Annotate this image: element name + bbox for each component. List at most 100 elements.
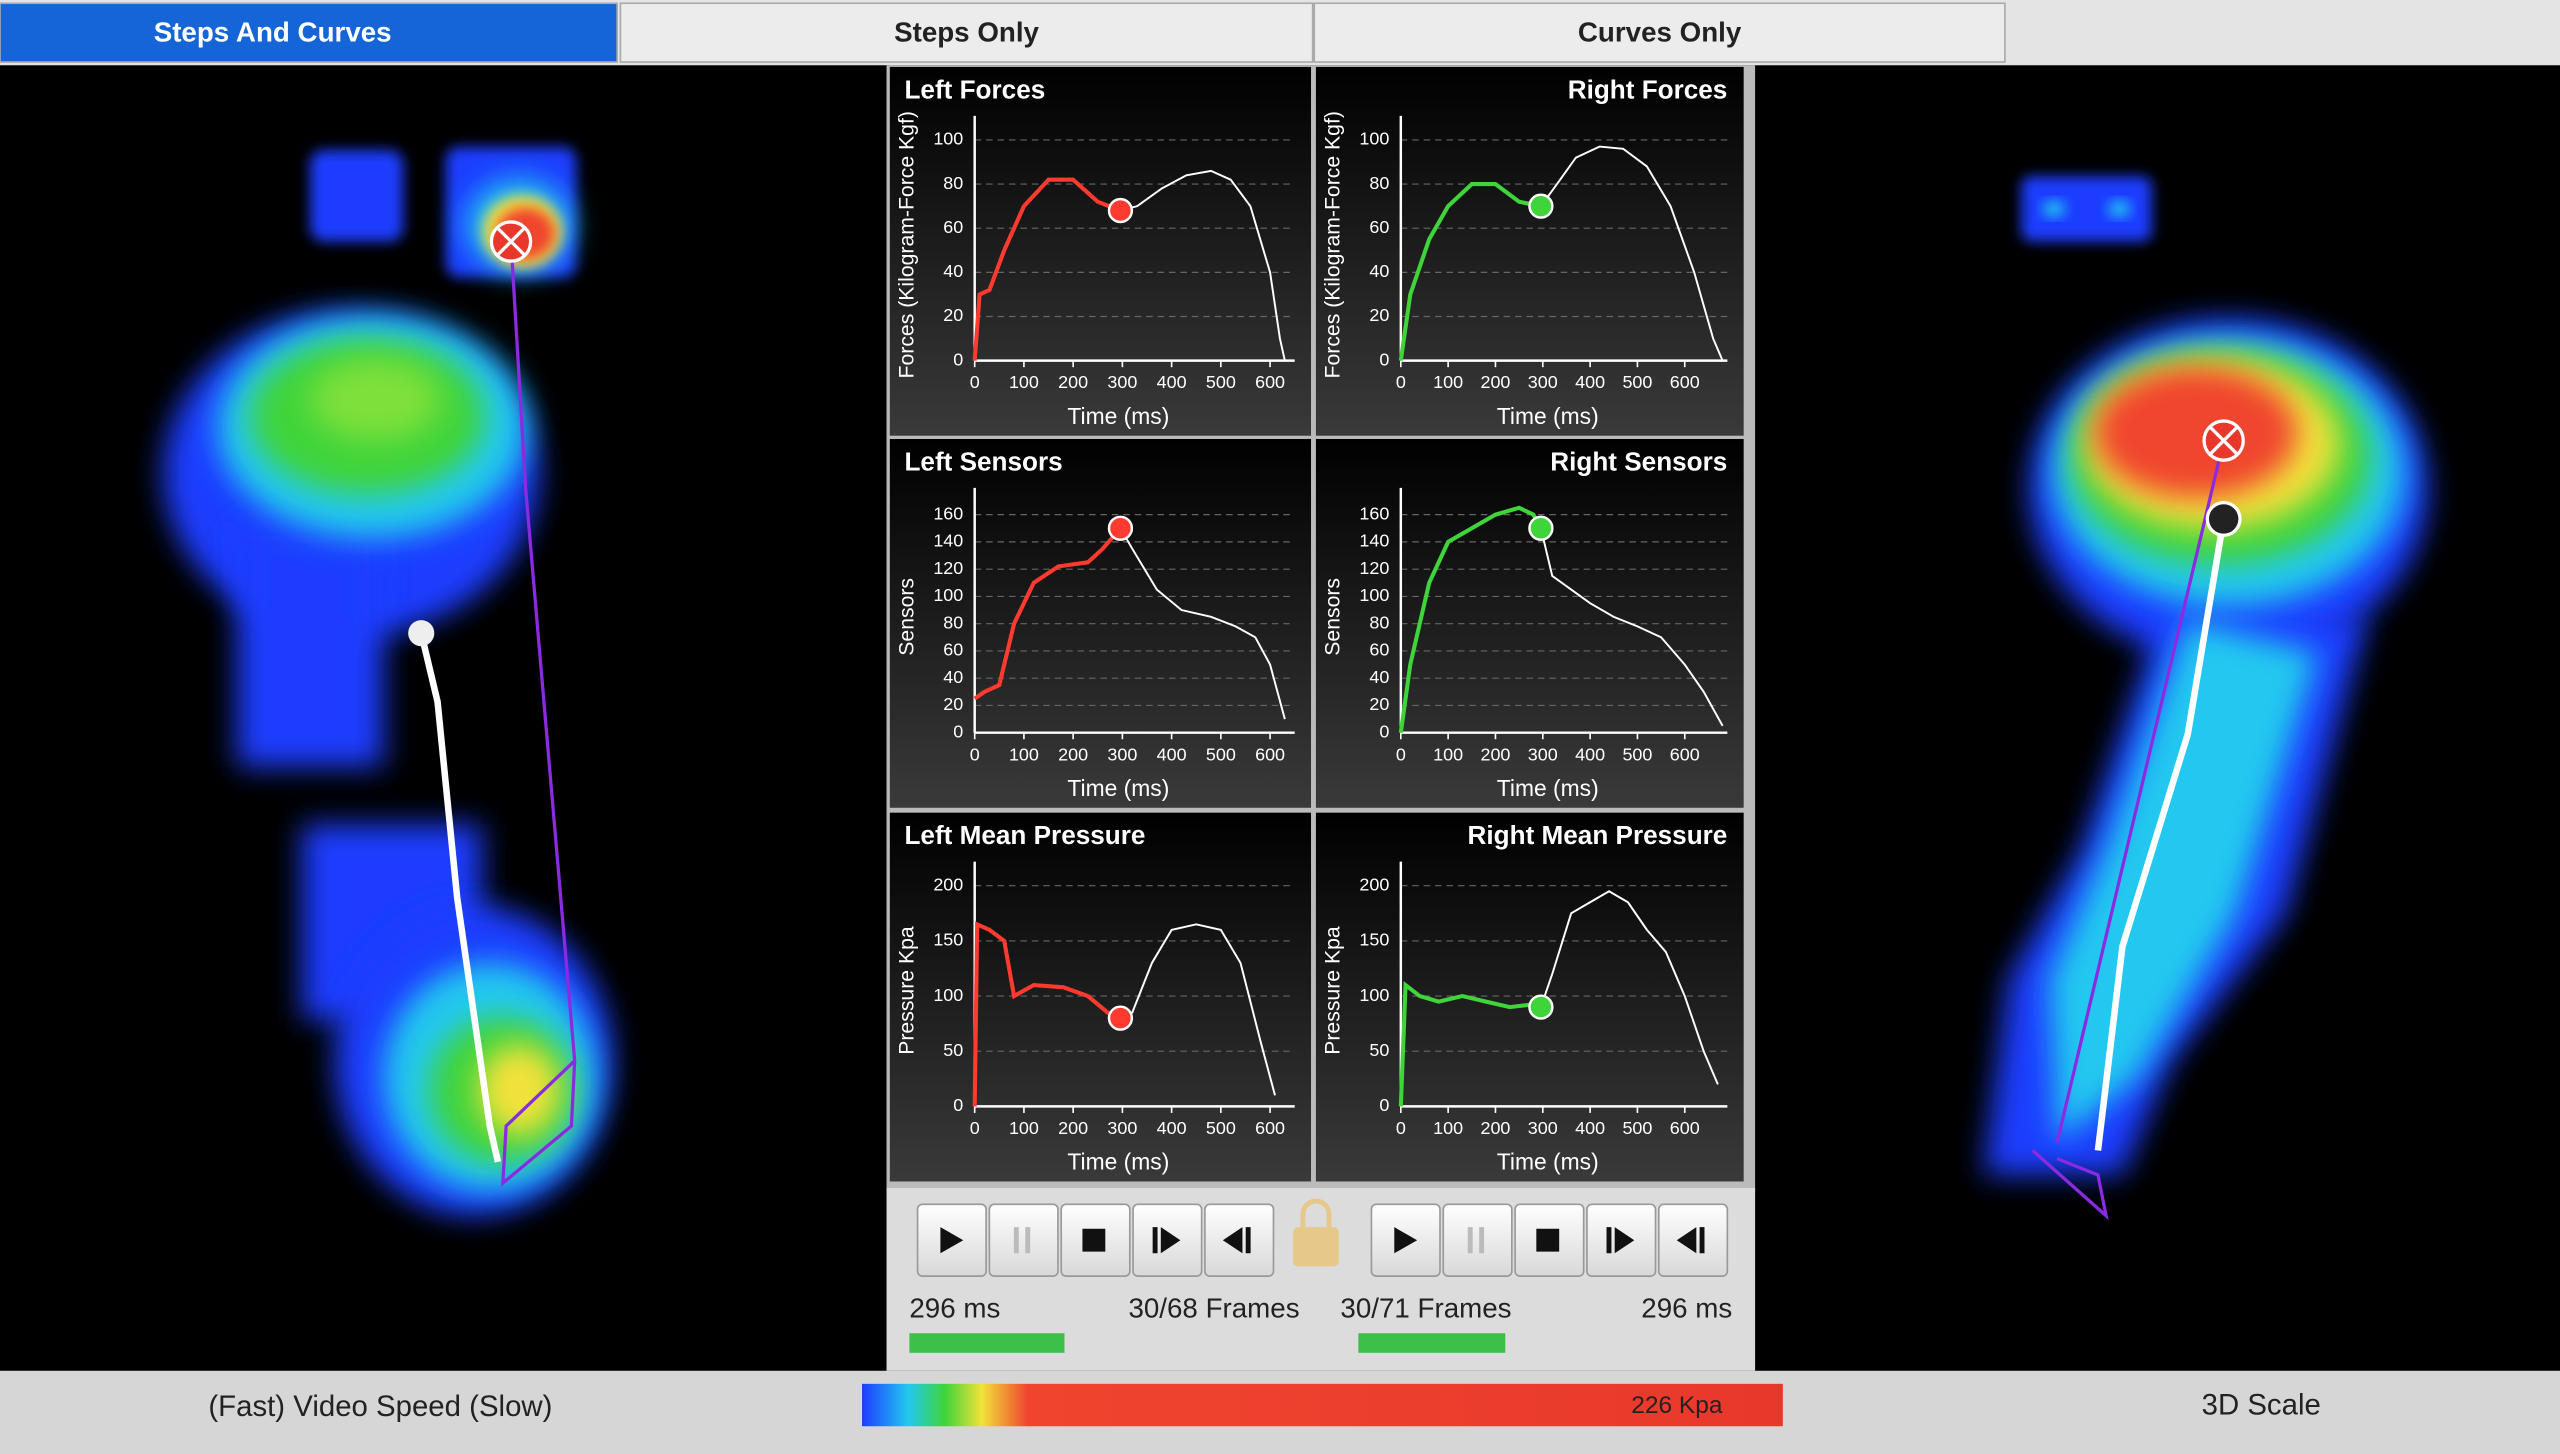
button-icon[interactable] <box>1536 1228 1560 1252</box>
button-icon[interactable] <box>1676 1227 1705 1254</box>
x-tick-label: 300 <box>1528 372 1558 392</box>
y-tick-label: 80 <box>943 612 963 632</box>
curve <box>1540 145 1724 362</box>
tab[interactable] <box>0 2 618 63</box>
y-tick-label: 120 <box>933 558 963 578</box>
y-tick-label: 150 <box>933 930 963 950</box>
y-tick-label: 20 <box>943 694 963 714</box>
tab[interactable] <box>1313 2 2006 63</box>
button-icon[interactable] <box>1467 1227 1485 1254</box>
y-tick-label: 60 <box>943 217 963 237</box>
x-tick-label: 600 <box>1670 744 1700 764</box>
video-speed[interactable]: (Fast) Video Speed (Slow) <box>208 1390 552 1423</box>
trajectory <box>501 1059 577 1187</box>
y-tick-label: 100 <box>1359 985 1389 1005</box>
y-axis-label: Forces (Kilogram-Force Kgf) <box>1321 111 1344 378</box>
x-tick-label: 400 <box>1157 744 1187 764</box>
x-tick-label: 600 <box>1255 1118 1285 1138</box>
current-marker <box>1107 197 1134 224</box>
frame-info: 30/68 Frames <box>1128 1293 1299 1324</box>
curve <box>1398 980 1542 1107</box>
x-tick-label: 200 <box>1480 372 1510 392</box>
y-tick-label: 40 <box>1369 667 1389 687</box>
y-tick-label: 20 <box>943 305 963 325</box>
y-tick-label: 200 <box>1359 874 1389 894</box>
x-tick-label: 300 <box>1107 744 1137 764</box>
curve <box>1539 890 1719 1085</box>
frame-info: 30/71 Frames <box>1340 1293 1511 1324</box>
button-icon[interactable] <box>1082 1228 1106 1252</box>
heatmap <box>236 522 384 767</box>
x-tick-label: 600 <box>1670 1118 1700 1138</box>
player-button[interactable] <box>988 1203 1059 1277</box>
y-tick-label: 0 <box>1379 349 1389 369</box>
heatmap <box>2107 200 2131 218</box>
button-icon[interactable] <box>1394 1227 1418 1254</box>
x-tick-label: 500 <box>1206 1118 1236 1138</box>
panel-title: Left Mean Pressure <box>904 820 1145 850</box>
lock-shackle[interactable] <box>1300 1198 1332 1228</box>
x-tick-label: 600 <box>1255 744 1285 764</box>
y-tick-label: 100 <box>1359 585 1389 605</box>
y-tick-label: 40 <box>1369 261 1389 281</box>
y-tick-label: 20 <box>1369 305 1389 325</box>
y-tick-label: 20 <box>1369 694 1389 714</box>
curve <box>1119 527 1286 720</box>
button-icon[interactable] <box>940 1227 964 1254</box>
player-button[interactable] <box>1442 1203 1513 1277</box>
y-axis-label: Sensors <box>895 578 918 656</box>
tab-label[interactable]: Curves Only <box>1578 17 1742 48</box>
y-tick-label: 100 <box>933 129 963 149</box>
tab[interactable] <box>619 2 1314 63</box>
x-tick-label: 0 <box>970 744 980 764</box>
button-icon[interactable] <box>1013 1227 1031 1254</box>
lock-icon[interactable] <box>1293 1227 1339 1267</box>
y-tick-label: 0 <box>1379 721 1389 741</box>
heatmap <box>2021 176 2152 242</box>
trajectory <box>2031 1149 2109 1221</box>
x-tick-label: 500 <box>1206 372 1236 392</box>
heatmap <box>310 150 404 242</box>
button-icon[interactable] <box>1606 1227 1635 1254</box>
heatmap <box>2094 367 2298 498</box>
y-tick-label: 160 <box>1359 503 1389 523</box>
y-axis-label: Sensors <box>1321 578 1344 656</box>
y-tick-label: 40 <box>943 261 963 281</box>
scale-3d[interactable]: 3D Scale <box>2202 1388 2321 1421</box>
heatmap <box>2042 200 2066 218</box>
y-tick-label: 80 <box>1369 173 1389 193</box>
panel-bg <box>1315 66 1744 436</box>
chart-panel: Right Forces Forces (Kilogram-Force Kgf) T… <box>1315 66 1744 436</box>
y-tick-label: 60 <box>1369 217 1389 237</box>
cop-current <box>2205 500 2242 537</box>
x-tick-label: 300 <box>1107 1118 1137 1138</box>
trajectory <box>418 632 502 1163</box>
panel-title: Right Sensors <box>1550 446 1727 476</box>
curve <box>1398 182 1542 361</box>
x-tick-label: 100 <box>1009 372 1039 392</box>
y-axis-label: Forces (Kilogram-Force Kgf) <box>895 111 918 378</box>
panel-title: Left Sensors <box>904 446 1062 476</box>
panel-bg <box>889 812 1312 1182</box>
tab-label[interactable]: Steps Only <box>894 17 1039 48</box>
y-tick-label: 60 <box>943 640 963 660</box>
current-marker <box>1528 994 1554 1020</box>
button-icon[interactable] <box>1222 1227 1251 1254</box>
panel-bg <box>1315 812 1744 1182</box>
y-tick-label: 0 <box>953 349 963 369</box>
x-tick-label: 200 <box>1058 744 1088 764</box>
current-marker <box>1107 515 1134 541</box>
y-tick-label: 50 <box>943 1040 963 1060</box>
button-icon[interactable] <box>1152 1227 1181 1254</box>
x-axis-label: Time (ms) <box>1067 775 1169 801</box>
x-tick-label: 300 <box>1528 1118 1558 1138</box>
y-tick-label: 100 <box>933 585 963 605</box>
x-tick-label: 0 <box>970 1118 980 1138</box>
panel-title: Right Mean Pressure <box>1468 820 1728 850</box>
tab-label[interactable]: Steps And Curves <box>154 17 392 48</box>
y-tick-label: 40 <box>943 667 963 687</box>
x-tick-label: 400 <box>1157 372 1187 392</box>
heatmap <box>310 359 441 441</box>
x-tick-label: 400 <box>1575 744 1605 764</box>
